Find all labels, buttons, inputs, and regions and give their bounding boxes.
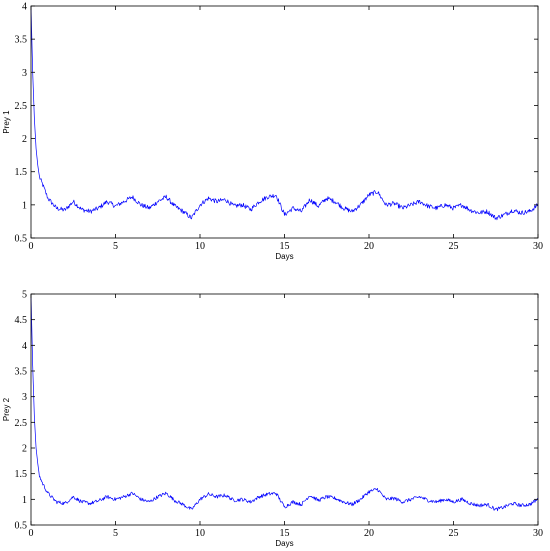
x-tick-label: 15 [280, 528, 290, 539]
x-tick-label: 30 [533, 241, 543, 252]
y-tick-label: 2.5 [15, 418, 28, 429]
series-line-1 [30, 5, 539, 221]
y-tick-label: 4.5 [15, 315, 28, 326]
y-tick-label: 2 [22, 134, 27, 145]
y-tick-label: 3.5 [15, 35, 28, 46]
x-tick-label: 5 [113, 241, 118, 252]
y-tick-label: 0.5 [15, 234, 28, 245]
series-line-1 [30, 293, 539, 512]
x-tick-label: 0 [29, 528, 34, 539]
chart-panel-1: 0 5 10 15 20 25 30 0.5 1 1.5 2 2.5 3 3.5 4 Days Prey 1 [2, 2, 543, 262]
x-tick-label: 5 [113, 528, 118, 539]
y-tick-label: 3 [22, 68, 27, 79]
x-tick-label: 10 [195, 241, 205, 252]
y-tick-label: 0.5 [15, 521, 28, 532]
y-tick-label: 4 [22, 341, 27, 352]
y-tick-label: 2.5 [15, 101, 28, 112]
y-tick-label: 2 [22, 444, 27, 455]
y-tick-label: 1.5 [15, 167, 28, 178]
plot-frame [30, 5, 539, 239]
x-tick-label: 0 [29, 241, 34, 252]
x-tick-label: 30 [533, 528, 543, 539]
x-tick-label: 25 [449, 241, 459, 252]
y-tick-label: 3.5 [15, 367, 28, 378]
y-axis-label: Prey 2 [2, 397, 11, 421]
x-tick-label: 10 [195, 528, 205, 539]
y-tick-label: 3 [22, 392, 27, 403]
x-axis-label: Days [275, 252, 293, 261]
y-axis-label: Prey 1 [2, 110, 11, 134]
x-tick-label: 15 [280, 241, 290, 252]
plot-frame [30, 293, 539, 526]
y-tick-label: 5 [22, 290, 27, 301]
y-tick-label: 1.5 [15, 469, 28, 480]
y-tick-label: 1 [22, 495, 27, 506]
x-tick-label: 20 [364, 241, 374, 252]
x-axis-label: Days [275, 539, 293, 548]
y-tick-label: 4 [22, 2, 27, 13]
x-tick-label: 25 [449, 528, 459, 539]
x-tick-label: 20 [364, 528, 374, 539]
y-tick-label: 1 [22, 200, 27, 211]
chart-panel-2: 0 5 10 15 20 25 30 0.5 1 1.5 2 2.5 3 3.5 4 4.5 5 Days Prey… [2, 290, 543, 549]
